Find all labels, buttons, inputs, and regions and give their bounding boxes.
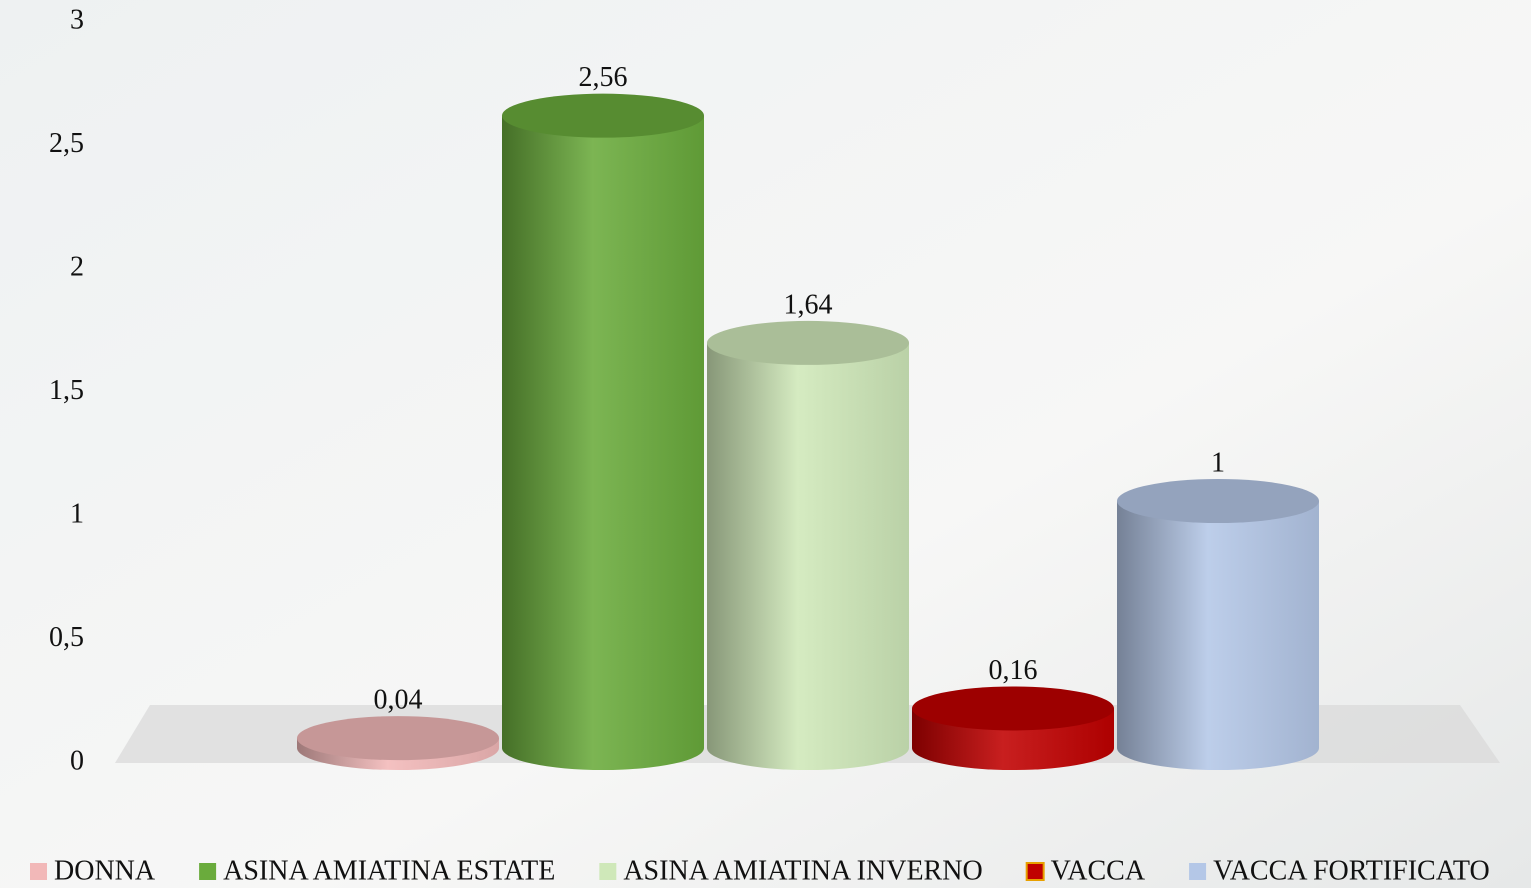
y-tick-label: 0 [70,745,84,776]
legend-swatch [1189,863,1207,880]
bar [1117,501,1319,770]
bar-top [297,716,499,761]
y-tick-label: 1 [70,498,84,529]
legend-swatch [1025,862,1045,881]
y-tick-label: 1,5 [49,375,84,406]
value-label: 1,64 [784,289,833,320]
value-label: 0,04 [374,685,423,716]
value-label: 1 [1211,447,1225,478]
bar-top [707,320,909,365]
bar [707,342,909,770]
bar-top [912,686,1114,731]
legend-label: DONNA [54,855,156,886]
legend-swatch [199,863,217,880]
legend-swatch [599,863,617,880]
legend-label: ASINA AMIATINA INVERNO [623,855,982,886]
y-tick-label: 3 [70,4,84,35]
bar-top [502,93,704,138]
value-label: 0,16 [989,655,1038,686]
bar [502,115,704,771]
value-label: 2,56 [579,62,628,93]
legend-label: VACCA FORTIFICATO [1213,855,1490,886]
legend-swatch [30,863,47,880]
legend-label: ASINA AMIATINA ESTATE [223,855,555,886]
legend-label: VACCA [1051,855,1146,886]
y-tick-label: 0,5 [49,622,84,653]
bar-top [1117,479,1319,523]
y-tick-label: 2 [70,251,84,282]
y-tick-label: 2,5 [49,128,84,159]
